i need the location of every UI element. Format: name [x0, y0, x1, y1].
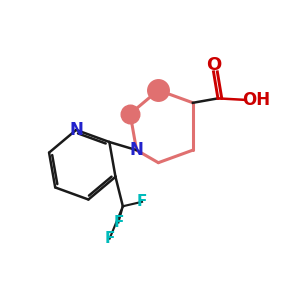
Text: N: N [69, 121, 83, 139]
Text: O: O [206, 56, 221, 74]
Text: N: N [130, 141, 143, 159]
Text: F: F [113, 215, 124, 230]
Text: F: F [137, 194, 147, 209]
Text: F: F [104, 231, 115, 246]
Text: OH: OH [242, 91, 270, 109]
Point [156, 88, 161, 93]
Point [128, 112, 133, 116]
